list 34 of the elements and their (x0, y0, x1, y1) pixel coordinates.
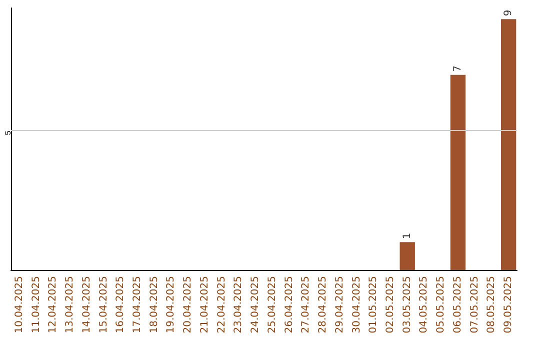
x-tick-label: 20.04.2025 (182, 276, 194, 334)
x-tick-label: 24.04.2025 (250, 276, 262, 334)
x-tick-label: 28.04.2025 (318, 276, 329, 334)
x-tick-label: 10.04.2025 (14, 276, 25, 334)
x-tick-label: 01.05.2025 (368, 276, 380, 334)
x-tick-label: 14.04.2025 (81, 276, 92, 334)
x-tick-label: 07.05.2025 (469, 276, 480, 334)
x-tick-label: 15.04.2025 (98, 276, 110, 334)
x-tick-label: 21.04.2025 (199, 276, 210, 334)
x-tick-label: 05.05.2025 (436, 276, 447, 334)
x-tick-label: 13.04.2025 (64, 276, 76, 334)
ref-line-label: 5 (4, 130, 12, 136)
x-tick-label: 06.05.2025 (452, 276, 464, 334)
x-tick-label: 29.04.2025 (334, 276, 346, 334)
x-tick-label: 09.05.2025 (503, 276, 514, 334)
x-tick-label: 22.04.2025 (216, 276, 228, 334)
x-tick-label: 02.05.2025 (385, 276, 396, 334)
x-tick-label: 26.04.2025 (284, 276, 295, 334)
x-tick-label: 08.05.2025 (486, 276, 498, 334)
x-tick-label: 18.04.2025 (148, 276, 160, 334)
x-tick-label: 27.04.2025 (300, 276, 312, 334)
data-label: 1 (402, 232, 413, 240)
x-tick-label: 25.04.2025 (266, 276, 278, 334)
x-tick-label: 03.05.2025 (402, 276, 413, 334)
x-tick-label: 12.04.2025 (48, 276, 59, 334)
x-tick-label: 23.04.2025 (233, 276, 244, 334)
x-tick-label: 16.04.2025 (115, 276, 126, 334)
x-tick-label: 30.04.2025 (351, 276, 362, 334)
x-tick-label: 17.04.2025 (132, 276, 143, 334)
data-label: 9 (503, 10, 514, 16)
x-tick-label: 11.04.2025 (30, 276, 42, 334)
data-label: 7 (452, 66, 464, 72)
x-tick-label: 19.04.2025 (166, 276, 177, 334)
x-tick-label: 04.05.2025 (418, 276, 430, 334)
